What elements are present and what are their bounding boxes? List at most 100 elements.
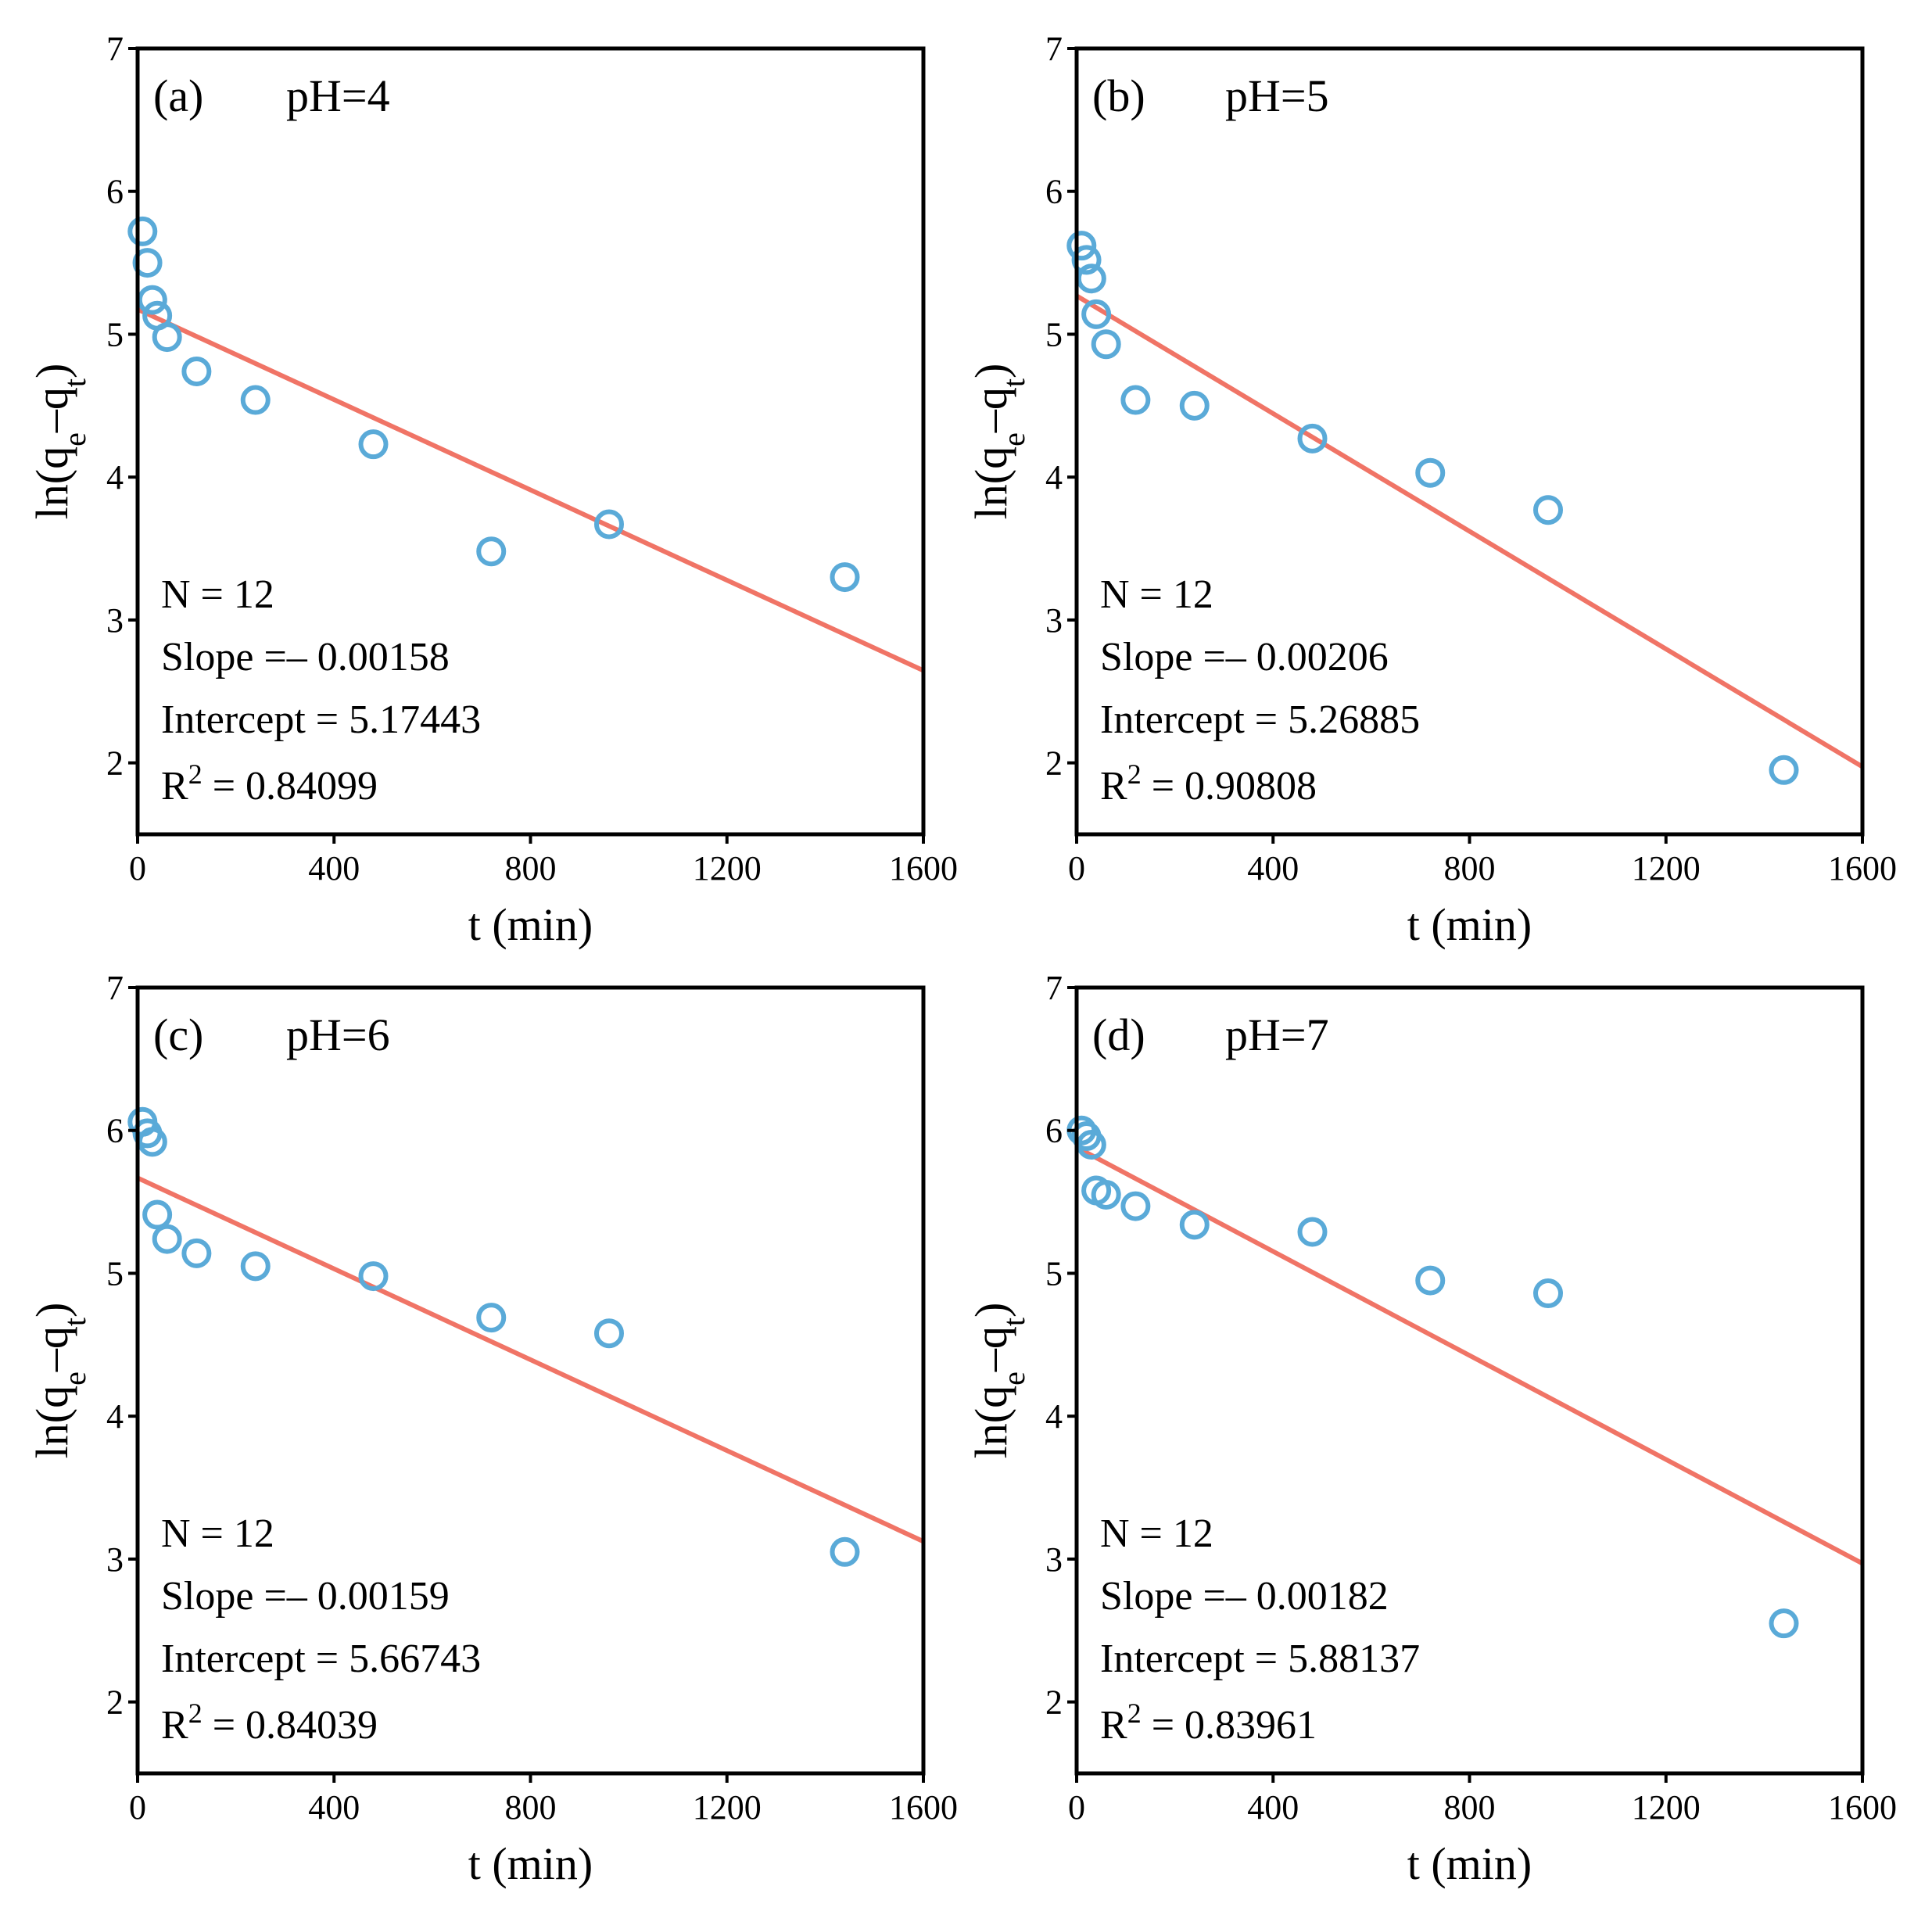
y-axis-label: ln(qe–qt) (27, 1303, 92, 1459)
y-axis-label-subscript: t (57, 378, 92, 387)
x-tick-label: 1200 (693, 1788, 762, 1827)
x-axis-label: t (min) (1407, 1838, 1532, 1889)
y-axis-label-part: ln(q (966, 1386, 1016, 1458)
x-tick-label: 800 (1444, 1788, 1496, 1827)
x-tick-label: 0 (1068, 849, 1085, 887)
x-axis-label: t (min) (468, 1838, 593, 1889)
data-point (137, 1127, 167, 1157)
x-tick-label: 800 (505, 849, 557, 887)
data-point (181, 356, 212, 386)
y-axis-label-subscript: t (996, 1318, 1031, 1326)
stat-r2-part: = 0.90808 (1142, 764, 1317, 808)
y-axis-label-subscript: t (996, 378, 1031, 387)
stat-n: N = 12 (161, 572, 274, 617)
data-point (1297, 1217, 1328, 1247)
data-point (1120, 385, 1151, 415)
data-point (1076, 264, 1106, 294)
stat-r2-part: R (1100, 764, 1127, 808)
x-tick-label: 1200 (693, 849, 762, 887)
data-point (358, 1261, 389, 1292)
y-axis-label-part: –q (966, 387, 1016, 433)
chart-panel-a: 0 400 800 1200 1600 2 3 4 5 6 7 t (min) ln(qe–qt) (a)… (27, 30, 958, 950)
y-axis-label-part: ) (27, 364, 77, 378)
y-axis-label: ln(qe–qt) (966, 364, 1031, 520)
data-point (132, 248, 163, 278)
data-point (1179, 390, 1210, 421)
x-tick-label: 0 (1068, 1788, 1085, 1827)
x-axis-label: t (min) (468, 899, 593, 950)
y-tick-label: 5 (1045, 315, 1063, 353)
y-axis-label-part: ) (27, 1303, 77, 1318)
stat-r2-part: 2 (188, 1698, 203, 1729)
stat-r2: R2 = 0.83961 (1100, 1698, 1317, 1748)
x-tick-label: 0 (129, 1788, 146, 1827)
y-tick-label: 7 (106, 30, 124, 68)
stat-intercept: Intercept = 5.17443 (161, 697, 481, 742)
stat-slope: Slope =– 0.00206 (1100, 635, 1389, 679)
stat-r2-part: R (161, 1703, 188, 1748)
stat-r2-part: R (161, 764, 188, 808)
x-tick-label: 1600 (889, 849, 958, 887)
y-tick-label: 2 (106, 744, 124, 783)
y-axis-label-part: ln(q (27, 1386, 77, 1458)
data-point (476, 1303, 507, 1333)
stat-r2: R2 = 0.90808 (1100, 758, 1317, 808)
stat-slope: Slope =– 0.00158 (161, 635, 450, 679)
x-tick-label: 1600 (1828, 849, 1897, 887)
y-tick-label: 3 (1045, 1540, 1063, 1579)
stat-r2-part: = 0.84039 (203, 1703, 378, 1748)
data-point (594, 1318, 624, 1349)
y-tick-label: 5 (106, 315, 124, 353)
data-point (240, 1251, 271, 1282)
stat-intercept: Intercept = 5.26885 (1100, 697, 1420, 742)
stat-r2-part: 2 (188, 758, 203, 790)
y-tick-label: 2 (106, 1683, 124, 1722)
x-tick-label: 0 (129, 849, 146, 887)
y-axis-label-part: –q (27, 1326, 77, 1372)
panel-label: (b) (1092, 70, 1145, 121)
data-point (1179, 1210, 1210, 1240)
data-point (1071, 245, 1102, 275)
data-point (152, 322, 182, 353)
y-tick-label: 4 (106, 458, 124, 497)
data-point (1533, 495, 1563, 525)
y-axis-label-part: –q (27, 387, 77, 433)
stat-n: N = 12 (161, 1511, 274, 1556)
y-tick-label: 5 (1045, 1254, 1063, 1293)
data-point (1066, 231, 1097, 261)
y-axis-label-part: –q (966, 1326, 1016, 1372)
y-axis-label-part: ln(q (27, 446, 77, 519)
data-point (137, 285, 167, 315)
data-point (127, 216, 158, 246)
fit-line (1077, 1145, 1862, 1566)
stat-r2: R2 = 0.84099 (161, 758, 378, 808)
panel-label: (c) (153, 1009, 203, 1060)
stat-r2-part: = 0.83961 (1142, 1703, 1317, 1748)
y-axis-label-part: ln(q (966, 446, 1016, 519)
fit-line (1077, 293, 1862, 769)
data-point (1415, 1265, 1446, 1296)
y-tick-label: 6 (1045, 173, 1063, 211)
data-point (152, 1224, 182, 1254)
data-point (142, 1199, 173, 1230)
data-point (181, 1238, 212, 1268)
y-axis-label-part: ) (966, 364, 1016, 378)
data-point (1091, 329, 1121, 360)
y-tick-label: 3 (106, 601, 124, 640)
x-tick-label: 400 (308, 849, 360, 887)
x-tick-label: 1600 (1828, 1788, 1897, 1827)
fit-line (138, 307, 923, 673)
stat-r2-part: = 0.84099 (203, 764, 378, 808)
stat-n: N = 12 (1100, 1511, 1213, 1556)
y-axis-label-subscript: t (57, 1318, 92, 1326)
chart-panel-d: 0 400 800 1200 1600 2 3 4 5 6 7 t (min) ln(qe–qt) (d)… (966, 969, 1897, 1889)
data-point (1297, 423, 1328, 454)
stat-slope: Slope =– 0.00182 (1100, 1574, 1389, 1619)
y-axis-label-subscript: e (996, 1371, 1031, 1386)
y-tick-label: 7 (1045, 969, 1063, 1007)
y-tick-label: 2 (1045, 1683, 1063, 1722)
data-point (1769, 1608, 1799, 1639)
y-axis-label-part: ) (966, 1303, 1016, 1318)
data-point (358, 429, 389, 460)
stat-intercept: Intercept = 5.88137 (1100, 1637, 1420, 1681)
